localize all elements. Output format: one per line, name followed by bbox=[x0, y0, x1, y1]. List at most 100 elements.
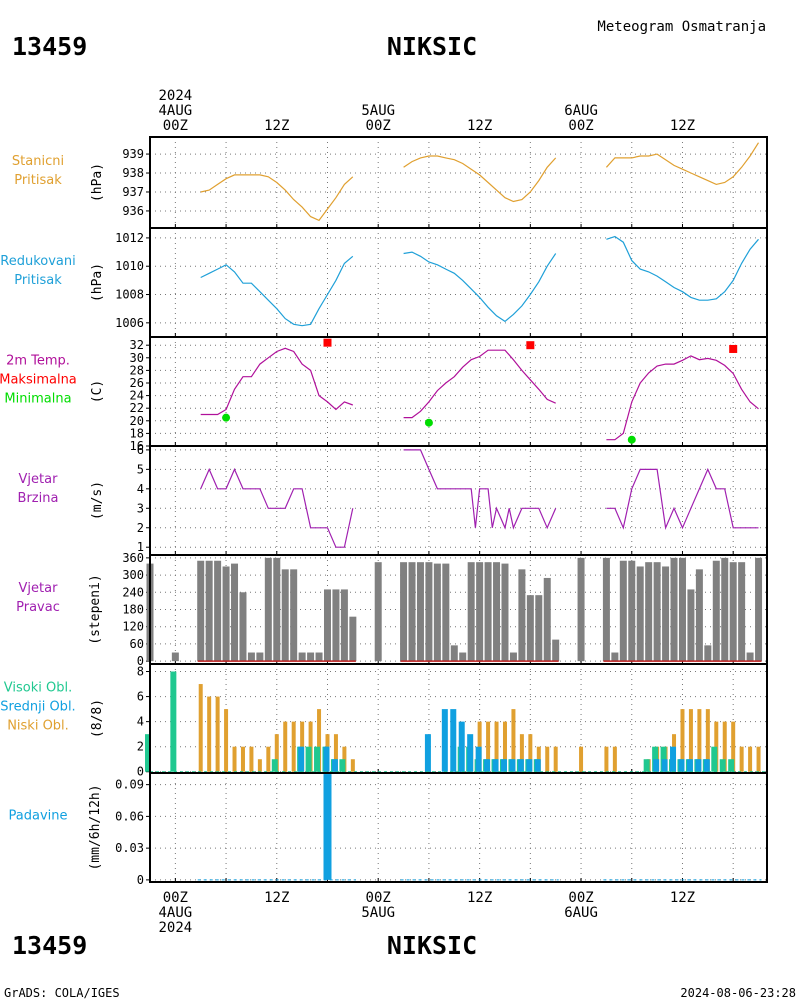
wind-direction-bar bbox=[602, 557, 610, 662]
wind-direction-bar bbox=[476, 562, 484, 662]
wind-direction-bar bbox=[374, 562, 382, 662]
wind-direction-bar bbox=[543, 577, 551, 662]
cloud-bar bbox=[475, 746, 482, 772]
cloud-bar bbox=[467, 734, 474, 772]
y-tick-label: 24 bbox=[130, 389, 144, 403]
cloud-bar bbox=[722, 721, 727, 772]
y-tick-label: 0.09 bbox=[115, 778, 144, 792]
cloud-bar bbox=[257, 759, 262, 772]
y-tick-label: 2 bbox=[137, 521, 144, 535]
cloud-bar bbox=[604, 746, 609, 772]
wind-direction-bar bbox=[670, 557, 678, 662]
y-tick-label: 4 bbox=[137, 715, 144, 729]
cloud-bar bbox=[450, 709, 457, 772]
cloud-bar bbox=[748, 746, 753, 772]
cloud-bar bbox=[249, 746, 254, 772]
wind-direction-bar bbox=[239, 592, 247, 662]
wind-direction-bar bbox=[738, 562, 746, 662]
time-label-top: 00Z bbox=[568, 118, 593, 134]
y-tick-label: 30 bbox=[130, 351, 144, 365]
panel-title-line: Padavine bbox=[9, 809, 68, 824]
y-tick-label: 1010 bbox=[115, 259, 144, 273]
y-axis-label: (stepeni) bbox=[88, 574, 103, 644]
y-tick-label: 20 bbox=[130, 414, 144, 428]
y-tick-label: 32 bbox=[130, 338, 144, 352]
cloud-bar bbox=[494, 721, 499, 772]
y-tick-label: 60 bbox=[130, 637, 144, 651]
panel-title-line: Maksimalna bbox=[0, 373, 77, 388]
cloud-bar bbox=[509, 759, 516, 772]
tmax-marker bbox=[729, 344, 738, 353]
cloud-bar bbox=[274, 734, 279, 772]
y-tick-label: 5 bbox=[137, 462, 144, 476]
cloud-bar bbox=[688, 709, 693, 772]
wind-direction-bar bbox=[653, 562, 661, 662]
time-label-bottom: 00Z bbox=[163, 890, 188, 906]
y-tick-label: 0 bbox=[137, 765, 144, 779]
station-name-bottom: NIKSIC bbox=[387, 931, 477, 960]
series-line bbox=[200, 255, 354, 327]
cloud-bar bbox=[500, 759, 507, 772]
footer-software: GrADS: COLA/IGES bbox=[4, 986, 120, 1000]
panel-vjetar-pravac: 0 60 120 180 240 300 360 (stepeni) Vjetar Pravac bbox=[16, 551, 768, 668]
cloud-bar bbox=[739, 746, 744, 772]
cloud-bar bbox=[705, 709, 710, 772]
y-tick-label: 120 bbox=[122, 620, 144, 634]
panel-title-line: Brzina bbox=[18, 491, 59, 506]
cloud-bar bbox=[145, 734, 151, 772]
cloud-bar bbox=[441, 709, 448, 772]
wind-direction-bar bbox=[526, 595, 534, 662]
cloud-bar bbox=[424, 734, 431, 772]
cloud-bar bbox=[697, 709, 702, 772]
y-tick-label: 360 bbox=[122, 551, 144, 565]
cloud-bar bbox=[731, 721, 736, 772]
cloud-bar bbox=[215, 696, 220, 772]
wind-direction-bar bbox=[205, 560, 213, 662]
cloud-bar bbox=[317, 709, 322, 772]
cloud-bar bbox=[291, 721, 296, 772]
wind-direction-bar bbox=[746, 652, 754, 662]
cloud-bar bbox=[579, 746, 584, 772]
wind-direction-bar bbox=[712, 560, 720, 662]
y-axis-label: (hPa) bbox=[90, 263, 105, 302]
wind-direction-bar bbox=[755, 557, 763, 662]
cloud-bar bbox=[339, 759, 346, 772]
y-axis-label: (m/s) bbox=[90, 481, 105, 520]
time-label-bottom: 2024 bbox=[158, 920, 192, 936]
cloud-bar bbox=[719, 759, 726, 772]
time-label-bottom: 12Z bbox=[670, 890, 695, 906]
panel-frame bbox=[149, 772, 768, 883]
wind-direction-bar bbox=[264, 557, 272, 662]
panel-padavine: 0 0.03 0.06 0.09 (mm/6h/12h) Padavine bbox=[9, 772, 768, 887]
y-tick-label: 2 bbox=[137, 740, 144, 754]
series-line bbox=[200, 347, 354, 416]
y-tick-label: 1006 bbox=[115, 316, 144, 330]
wind-direction-bar bbox=[273, 557, 281, 662]
y-tick-label: 0.06 bbox=[115, 809, 144, 823]
cloud-bar bbox=[703, 759, 710, 772]
time-label-top: 6AUG bbox=[564, 103, 598, 119]
panel-frame bbox=[149, 445, 768, 556]
cloud-bar bbox=[198, 684, 203, 772]
wind-direction-bar bbox=[577, 557, 585, 662]
cloud-bar bbox=[484, 759, 491, 772]
cloud-bar bbox=[526, 759, 533, 772]
footer-timestamp: 2024-08-06-23:28 bbox=[680, 986, 796, 1000]
series-line bbox=[403, 349, 556, 419]
tmin-marker bbox=[627, 435, 636, 444]
cloud-bar bbox=[553, 746, 558, 772]
cloud-bar bbox=[528, 734, 533, 772]
wind-direction-bar bbox=[214, 560, 222, 662]
wind-direction-bar bbox=[467, 562, 475, 662]
cloud-bar bbox=[728, 759, 735, 772]
y-tick-label: 936 bbox=[122, 204, 144, 218]
time-label-bottom: 4AUG bbox=[158, 905, 192, 921]
series-line bbox=[606, 467, 759, 530]
cloud-bar bbox=[643, 759, 650, 772]
cloud-bar bbox=[314, 746, 321, 772]
wind-direction-bar bbox=[484, 562, 492, 662]
wind-direction-bar bbox=[400, 562, 408, 662]
y-tick-label: 0 bbox=[137, 873, 144, 887]
cloud-bar bbox=[240, 746, 245, 772]
station-name-top: NIKSIC bbox=[387, 32, 477, 61]
